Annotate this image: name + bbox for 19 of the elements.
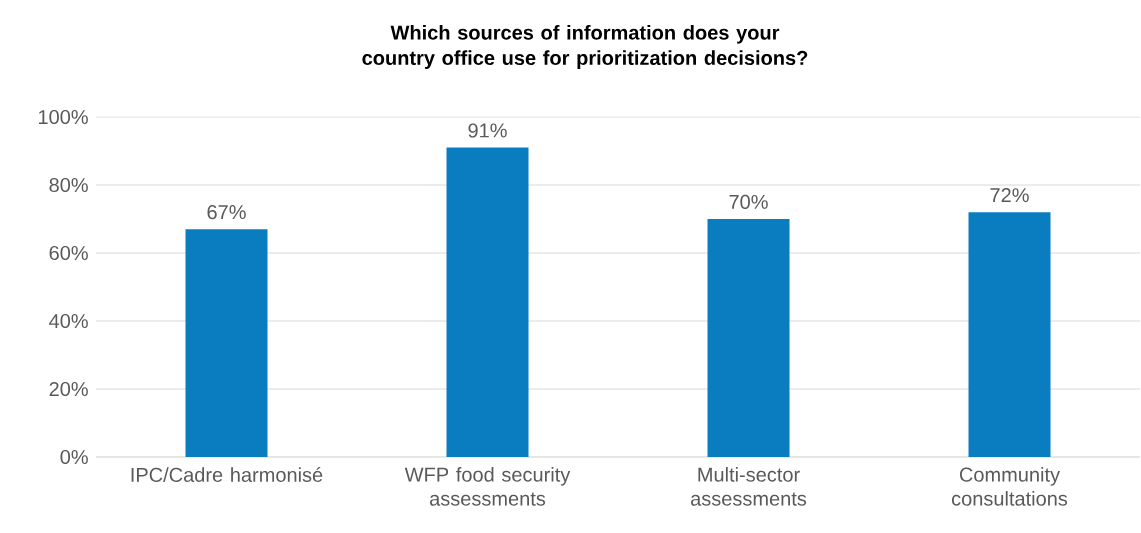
y-tick-label: 100% <box>39 109 88 125</box>
bar <box>185 229 268 457</box>
bar <box>707 219 790 457</box>
y-tick-label: 0% <box>60 449 88 465</box>
y-tick-label: 60% <box>49 245 88 261</box>
data-label: 72% <box>990 188 1029 203</box>
x-tick-label: IPC/Cadre harmonisé <box>131 467 323 482</box>
x-tick-label: Multi-sector assessments <box>691 467 807 506</box>
y-tick-label: 20% <box>49 381 88 397</box>
y-tick-label: 80% <box>49 177 88 193</box>
bar <box>968 212 1051 457</box>
x-tick-label: Community consultations <box>951 467 1068 506</box>
data-label: 67% <box>207 204 246 220</box>
data-label: 70% <box>729 194 768 209</box>
bar <box>446 147 529 457</box>
chart-title: Which sources of information does your country office use for prioritization decisions? <box>362 25 808 69</box>
data-label: 91% <box>468 123 507 138</box>
x-tick-label: WFP food security assessments <box>404 467 571 506</box>
y-tick-label: 40% <box>49 313 88 329</box>
